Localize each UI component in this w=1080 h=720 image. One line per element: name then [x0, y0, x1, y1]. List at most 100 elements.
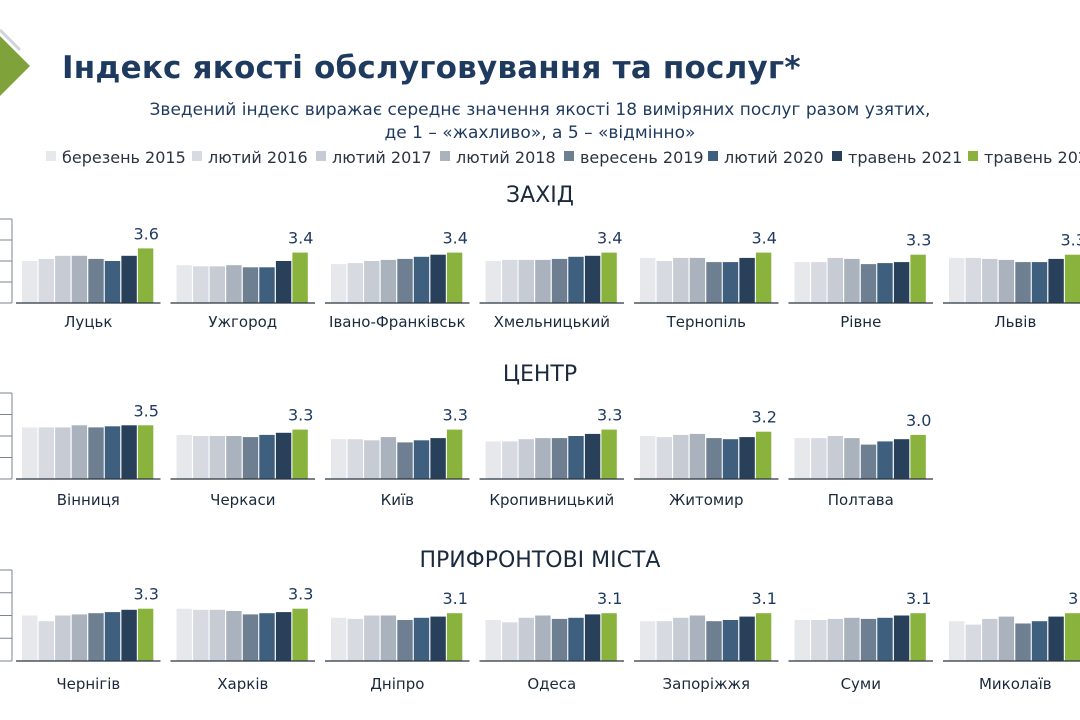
bar — [347, 263, 363, 303]
data-label: 3.3 — [133, 585, 158, 604]
legend-swatch — [832, 151, 842, 161]
bar — [518, 617, 534, 661]
category-label: Одеса — [527, 675, 576, 693]
bar — [226, 611, 242, 661]
panel-title: ЗАХІД — [506, 183, 574, 208]
legend-label: березень 2015 — [62, 148, 186, 167]
data-label: 3.3 — [906, 231, 931, 250]
bar — [794, 620, 810, 661]
bar — [226, 436, 242, 479]
data-label: 3.6 — [133, 224, 158, 243]
bar — [275, 432, 292, 479]
bar — [71, 255, 88, 304]
bar — [877, 617, 893, 661]
data-label: 3.3 — [1060, 231, 1080, 250]
bar — [413, 256, 430, 303]
bar — [121, 425, 137, 480]
bar — [811, 438, 827, 479]
bar — [104, 261, 121, 303]
bar — [397, 620, 413, 661]
bar — [1048, 258, 1064, 303]
category-label: Рівне — [840, 313, 881, 331]
bar — [292, 608, 308, 661]
bar — [446, 613, 463, 661]
bar — [485, 441, 501, 479]
category-label: Чернігів — [56, 675, 120, 693]
bar — [193, 609, 209, 661]
legend-label: лютий 2020 — [724, 148, 824, 167]
bar — [502, 622, 518, 661]
bar — [998, 616, 1015, 661]
subtitle-line-2: де 1 – «жахливо», а 5 – «відмінно» — [384, 123, 696, 143]
bar — [413, 440, 430, 479]
bar — [518, 259, 534, 303]
bar — [656, 437, 672, 479]
bar — [275, 612, 292, 661]
bar — [706, 262, 722, 303]
category-label: Кропивницький — [489, 491, 614, 509]
data-label: 3.4 — [597, 229, 622, 248]
bar — [413, 617, 430, 661]
bar — [722, 439, 739, 479]
bar — [364, 440, 380, 479]
bar — [794, 262, 810, 303]
bar — [242, 267, 259, 303]
category-label: Вінниця — [57, 491, 120, 509]
bar — [844, 617, 860, 661]
bar — [193, 266, 209, 304]
bar — [259, 267, 275, 303]
bar — [673, 434, 689, 479]
bar — [722, 262, 739, 303]
bar — [656, 621, 672, 661]
data-label: 3.3 — [288, 406, 313, 425]
bar — [121, 255, 137, 304]
data-label: 3.3 — [597, 406, 622, 425]
bar — [640, 436, 656, 479]
bar — [397, 258, 413, 303]
data-label: 3.2 — [751, 408, 776, 427]
bar — [430, 254, 446, 303]
bar — [1064, 254, 1080, 303]
legend-label: травень 2021 — [848, 148, 962, 167]
logo-chevron-icon — [0, 36, 30, 96]
bar — [568, 256, 584, 303]
bar — [706, 621, 722, 661]
category-label: Черкаси — [210, 491, 275, 509]
bar — [22, 261, 38, 303]
bar — [755, 252, 772, 303]
subtitle-line-1: Зведений індекс виражає середнє значення… — [149, 100, 931, 120]
bar — [739, 257, 755, 303]
bar — [601, 252, 617, 303]
bar — [1048, 616, 1064, 661]
bar — [226, 265, 242, 303]
bar — [1031, 262, 1048, 303]
category-label: Миколаїв — [979, 675, 1052, 693]
bar — [485, 261, 501, 303]
data-label: 3.4 — [288, 229, 313, 248]
data-label: 3.3 — [288, 585, 313, 604]
bar — [584, 255, 601, 304]
bar — [689, 433, 706, 479]
bar — [55, 427, 71, 479]
bar — [811, 262, 827, 303]
bar — [1015, 623, 1031, 661]
bar — [38, 427, 54, 479]
bar — [811, 620, 827, 661]
bar — [502, 259, 518, 303]
bar — [535, 259, 551, 303]
bar — [673, 617, 689, 661]
bar — [137, 425, 154, 480]
data-label: 3.1 — [751, 589, 776, 608]
category-label: Ужгород — [208, 313, 277, 331]
bar — [380, 437, 397, 479]
bar — [739, 616, 755, 661]
bar — [71, 614, 88, 661]
bar — [844, 258, 860, 303]
legend-swatch — [564, 151, 574, 161]
bar — [949, 621, 965, 661]
bar — [22, 615, 38, 661]
legend-label: травень 2022 — [984, 148, 1080, 167]
bar — [275, 261, 292, 303]
legend-swatch — [968, 151, 978, 161]
